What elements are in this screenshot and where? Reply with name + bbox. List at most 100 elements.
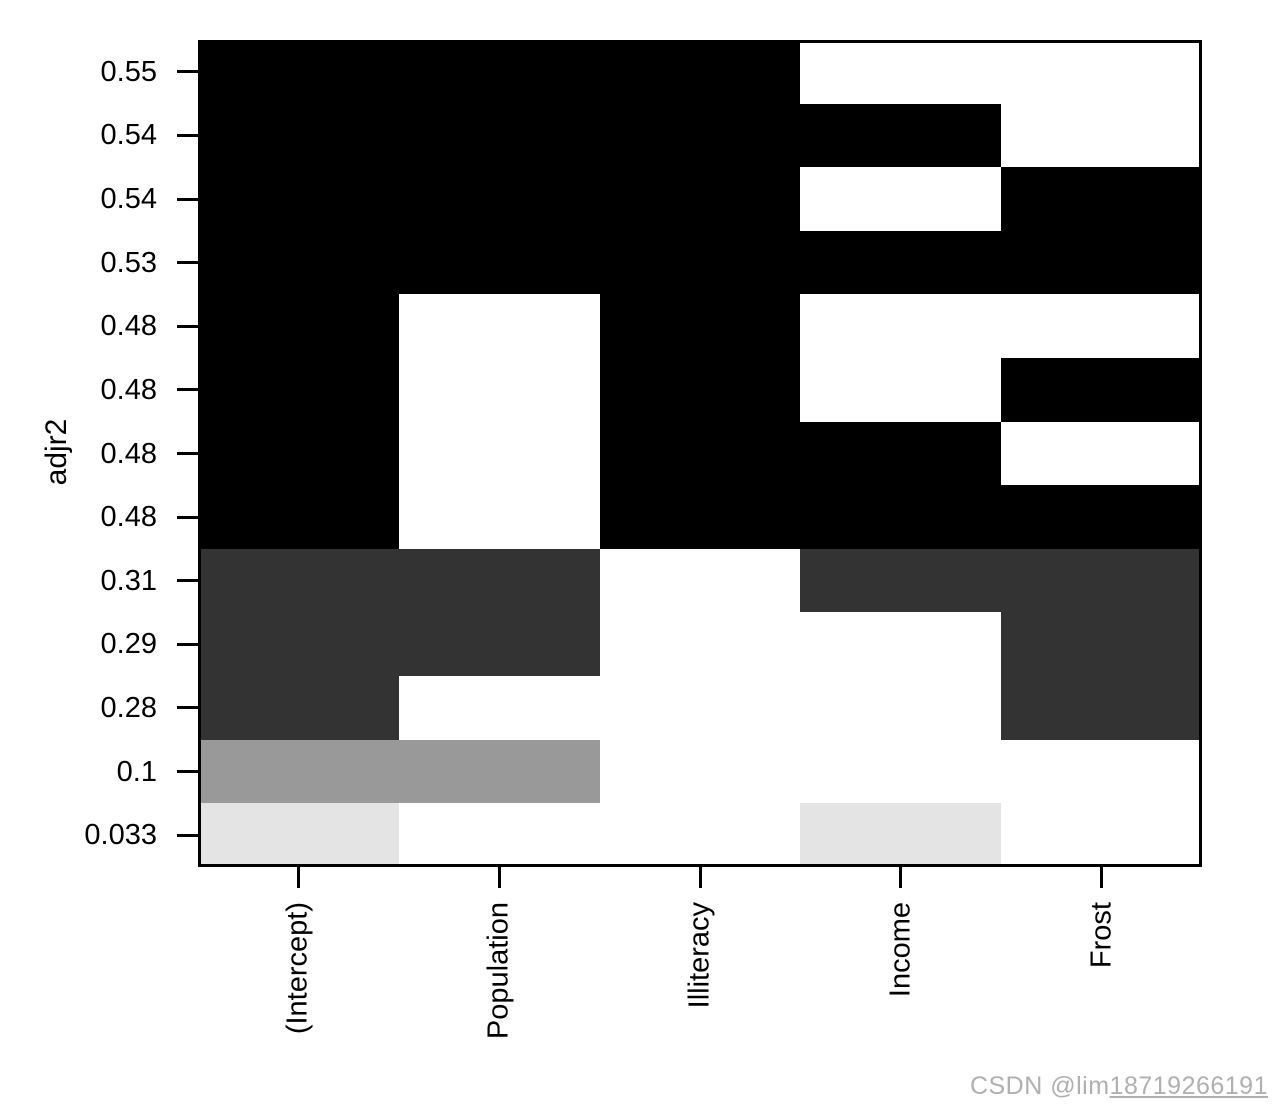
x-axis-tick [296,867,300,888]
heatmap-cell [198,485,399,549]
heatmap-cell [398,485,600,549]
heatmap-cell [198,358,399,422]
x-axis-tick-label: Illiteracy [683,902,716,1009]
heatmap-cell [800,803,1002,867]
y-axis-tick-label: 0.1 [116,755,157,788]
heatmap-row [198,612,1202,677]
x-axis-tick [899,867,903,888]
heatmap-cell [398,548,600,613]
heatmap-cell [800,421,1002,486]
heatmap-cell [198,294,399,359]
heatmap-cell [1001,230,1202,295]
heatmap-row [198,548,1202,613]
heatmap-cell [1001,676,1202,740]
heatmap-cell [398,612,600,677]
heatmap-row [198,103,1202,168]
heatmap-cell [1001,485,1202,549]
heatmap-cell [198,676,399,740]
y-axis-tick-label: 0.48 [100,501,157,534]
heatmap-row [198,167,1202,231]
y-axis-tick-label: 0.28 [100,691,157,724]
heatmap-cell [599,548,801,613]
heatmap-row [198,230,1202,295]
x-axis-tick-label: Population [482,902,515,1040]
heatmap-cell [198,40,399,104]
heatmap-cell [398,40,600,104]
heatmap-cell [198,421,399,486]
watermark-number: 18719266191 [1109,1072,1268,1100]
heatmap-row [198,40,1202,104]
heatmap-cell [800,294,1002,359]
heatmap-cell [1001,548,1202,613]
y-axis-tick [177,133,198,137]
heatmap-cell [398,421,600,486]
heatmap-cell [198,230,399,295]
y-axis-tick-label: 0.48 [100,373,157,406]
heatmap-cell [800,676,1002,740]
y-axis-tick-label: 0.54 [100,183,157,216]
heatmap-cell [599,230,801,295]
heatmap-row [198,421,1202,486]
heatmap-cell [398,230,600,295]
y-axis-tick-label: 0.48 [100,437,157,470]
heatmap-cell [599,803,801,867]
heatmap-cell [198,803,399,867]
x-axis-tick [497,867,501,888]
x-axis-tick [698,867,702,888]
heatmap-cell [599,739,801,804]
heatmap-cell [800,612,1002,677]
y-axis-tick-label: 0.29 [100,628,157,661]
heatmap-cell [800,739,1002,804]
heatmap-cell [1001,612,1202,677]
heatmap-cell [398,739,600,804]
y-axis-tick [177,579,198,583]
heatmap-row [198,739,1202,804]
heatmap-cell [1001,739,1202,804]
heatmap-cell [800,358,1002,422]
y-axis-tick [177,70,198,74]
heatmap-cell [1001,40,1202,104]
x-axis-tick [1100,867,1104,888]
heatmap-cell [198,612,399,677]
heatmap-cell [198,548,399,613]
y-axis-tick [177,452,198,455]
heatmap-cell [398,167,600,231]
heatmap-cell [398,803,600,867]
heatmap-cell [198,103,399,168]
heatmap-cell [398,294,600,359]
y-axis-tick [177,261,198,265]
heatmap-cell [599,421,801,486]
heatmap-cell [800,40,1002,104]
y-axis-tick-label: 0.53 [100,246,157,279]
heatmap-cell [599,103,801,168]
heatmap-row [198,803,1202,867]
heatmap-cell [599,676,801,740]
heatmap-row [198,294,1202,359]
heatmap-cell [1001,167,1202,231]
y-axis-tick [177,833,198,837]
y-axis-tick-label: 0.55 [100,55,157,88]
y-axis-tick-label: 0.31 [100,564,157,597]
x-axis-tick-label: Income [884,902,917,998]
heatmap-cell [800,485,1002,549]
heatmap-cell [800,230,1002,295]
x-axis-tick-label: (Intercept) [281,902,314,1035]
heatmap-row [198,485,1202,549]
heatmap-cell [599,167,801,231]
heatmap-cell [599,40,801,104]
heatmap-cell [398,358,600,422]
heatmap-cell [599,358,801,422]
x-axis-tick-label: Frost [1085,902,1118,969]
y-axis-tick [177,642,198,646]
y-axis-tick [177,770,198,774]
heatmap-cell [398,103,600,168]
y-axis-tick [177,706,198,710]
heatmap-cell [1001,103,1202,168]
y-axis-tick-label: 0.033 [84,819,157,852]
heatmap-cell [1001,294,1202,359]
heatmap-row [198,676,1202,740]
heatmap-cell [1001,421,1202,486]
heatmap-row [198,358,1202,422]
heatmap-cell [599,612,801,677]
